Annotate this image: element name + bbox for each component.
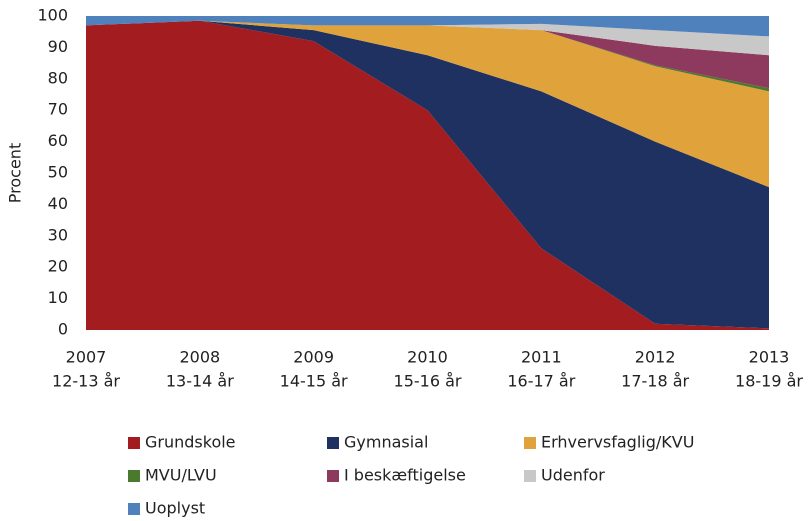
x-tick-label: 2012 (635, 348, 676, 367)
y-tick-label: 40 (48, 194, 68, 213)
x-tick-label: 14-15 år (280, 372, 348, 391)
area (86, 20, 769, 331)
y-tick-label: 60 (48, 131, 68, 150)
x-tick-label: 18-19 år (735, 372, 803, 391)
area (86, 20, 769, 188)
legend-swatch (327, 470, 339, 482)
x-tick-label: 2010 (407, 348, 448, 367)
legend-swatch (128, 437, 140, 449)
x-tick-label: 15-16 år (394, 372, 462, 391)
y-tick-label: 30 (48, 225, 68, 244)
y-tick-label: 20 (48, 257, 68, 276)
y-tick-label: 0 (58, 320, 68, 339)
legend-swatch (128, 503, 140, 515)
y-axis-label: Procent (6, 143, 25, 203)
legend-swatch (524, 470, 536, 482)
y-tick-label: 50 (48, 163, 68, 182)
area (86, 20, 769, 329)
legend-label: Grundskole (145, 433, 236, 452)
legend-label: Uoplyst (145, 499, 205, 518)
legend-label: Erhvervsfaglig/KVU (541, 433, 694, 452)
x-tick-label: 13-14 år (166, 372, 234, 391)
x-tick-label: 2007 (66, 348, 107, 367)
legend-label: Gymnasial (344, 433, 428, 452)
legend-swatch (128, 470, 140, 482)
x-tick-label: 2009 (293, 348, 334, 367)
y-tick-label: 80 (48, 68, 68, 87)
legend-label: Udenfor (541, 466, 605, 485)
y-tick-label: 70 (48, 100, 68, 119)
x-tick-label: 2013 (749, 348, 790, 367)
legend-label: I beskæftigelse (344, 466, 466, 485)
legend-swatch (524, 437, 536, 449)
area (86, 20, 769, 89)
x-tick-label: 16-17 år (507, 372, 575, 391)
x-tick-label: 2011 (521, 348, 562, 367)
legend-swatch (327, 437, 339, 449)
y-tick-label: 90 (48, 37, 68, 56)
area (86, 16, 769, 37)
area (86, 20, 769, 56)
x-tick-label: 2008 (179, 348, 220, 367)
x-tick-label: 17-18 år (621, 372, 689, 391)
y-tick-label: 10 (48, 288, 68, 307)
legend-label: MVU/LVU (145, 466, 217, 485)
y-tick-label: 100 (37, 6, 68, 25)
x-tick-label: 12-13 år (52, 372, 120, 391)
